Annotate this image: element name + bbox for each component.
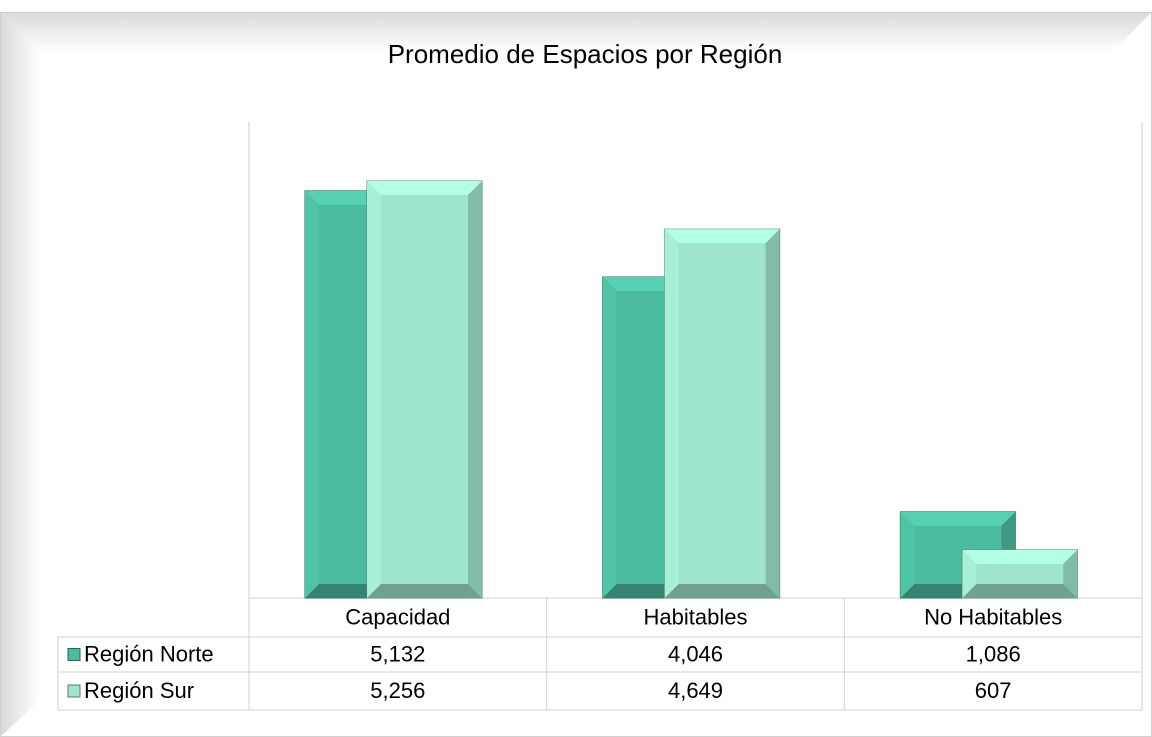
legend-label: Región Norte: [84, 641, 214, 666]
bar-bevel: [664, 584, 780, 598]
x-tick-label: Capacidad: [345, 604, 450, 629]
bar-bevel: [367, 584, 482, 598]
legend-label: Región Sur: [84, 678, 194, 703]
table-value: 5,256: [370, 678, 425, 703]
bar-bevel: [765, 229, 780, 599]
bar-bevel: [1063, 549, 1078, 598]
bar-bevel: [602, 277, 617, 598]
bar-bevel: [305, 190, 319, 598]
bar-bevel: [962, 584, 1078, 598]
bar: [366, 180, 483, 599]
frame-bevel: [0, 12, 1152, 52]
bar-bevel: [900, 511, 1016, 526]
x-tick-label: No Habitables: [924, 604, 1062, 629]
table-value: 4,649: [668, 678, 723, 703]
bar-bevel: [664, 229, 780, 244]
table-value: 1,086: [966, 641, 1021, 666]
bar-bevel: [468, 181, 482, 599]
table-value: 4,046: [668, 641, 723, 666]
legend-key: [67, 684, 81, 698]
chart-title: Promedio de Espacios por Región: [388, 39, 783, 69]
bar: [664, 228, 781, 599]
table-value: 607: [975, 678, 1012, 703]
x-tick-label: Habitables: [644, 604, 748, 629]
legend-key: [67, 648, 81, 661]
frame-bevel: [0, 12, 40, 737]
bar-bevel: [900, 511, 915, 598]
bar-bevel: [962, 549, 1078, 564]
bar-bevel: [367, 181, 482, 196]
bar-bevel: [962, 549, 977, 598]
bar-bevel: [367, 181, 381, 599]
table-value: 5,132: [370, 641, 425, 666]
bar-bevel: [664, 229, 679, 599]
